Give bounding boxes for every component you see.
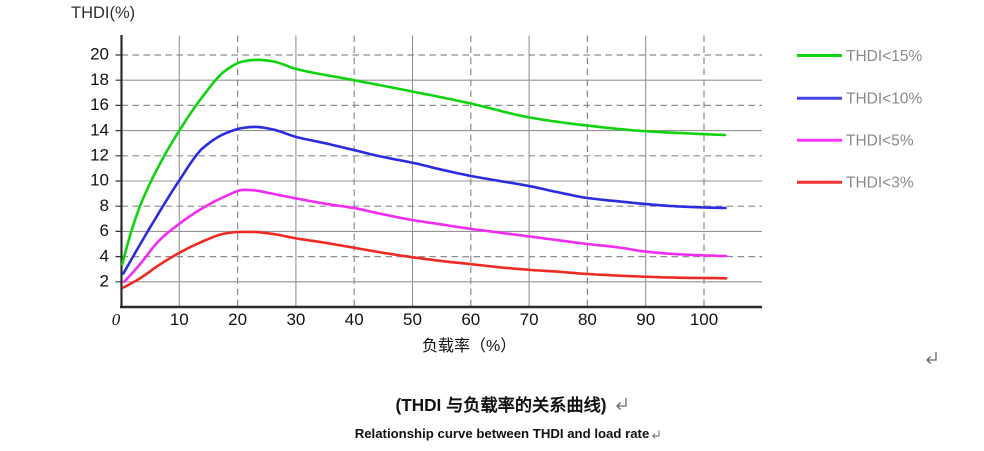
svg-text:4: 4 (100, 246, 109, 265)
svg-text:6: 6 (100, 221, 109, 240)
svg-text:THDI<15%: THDI<15% (846, 48, 922, 65)
svg-text:12: 12 (90, 146, 109, 165)
svg-text:90: 90 (636, 310, 655, 329)
svg-text:50: 50 (403, 310, 422, 329)
svg-text:THDI<3%: THDI<3% (846, 175, 914, 192)
svg-text:18: 18 (90, 70, 109, 89)
svg-text:Relationship curve between THD: Relationship curve between THDI and load… (355, 426, 650, 441)
svg-text:40: 40 (345, 310, 364, 329)
svg-text:16: 16 (90, 95, 109, 114)
svg-text:100: 100 (690, 310, 718, 329)
svg-text:20: 20 (228, 310, 247, 329)
svg-text:80: 80 (578, 310, 597, 329)
svg-text:THDI(%): THDI(%) (71, 4, 135, 22)
svg-text:THDI<10%: THDI<10% (846, 91, 922, 108)
svg-text:30: 30 (286, 310, 305, 329)
svg-text:10: 10 (90, 171, 109, 190)
svg-text:14: 14 (90, 120, 109, 139)
svg-text:0: 0 (112, 310, 121, 329)
svg-text:60: 60 (461, 310, 480, 329)
svg-text:10: 10 (170, 310, 189, 329)
svg-text:(THDI 与负载率的关系曲线): (THDI 与负载率的关系曲线) (395, 395, 606, 415)
svg-text:THDI<5%: THDI<5% (846, 133, 914, 150)
svg-text:20: 20 (90, 45, 109, 64)
svg-text:2: 2 (100, 272, 109, 291)
svg-text:70: 70 (520, 310, 539, 329)
svg-text:负载率（%）: 负载率（%） (422, 337, 516, 355)
svg-text:8: 8 (100, 196, 109, 215)
